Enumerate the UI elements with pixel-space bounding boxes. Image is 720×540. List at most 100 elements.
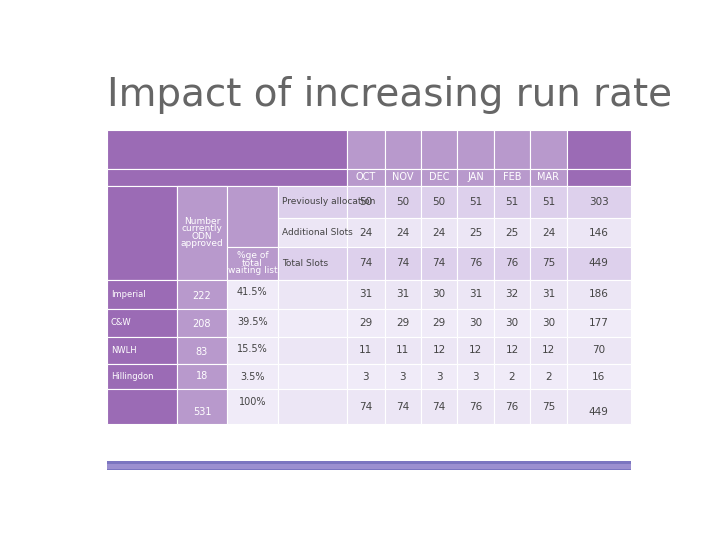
Text: 222: 222 (193, 291, 212, 301)
Bar (530, 389, 567, 424)
Bar (421, 364, 457, 389)
Text: 2: 2 (508, 372, 516, 382)
Bar (384, 247, 421, 280)
Text: 29: 29 (433, 318, 446, 328)
Text: 76: 76 (469, 402, 482, 411)
Bar (457, 130, 494, 168)
Bar (384, 336, 421, 365)
Text: total: total (242, 259, 263, 268)
Bar (277, 247, 347, 280)
Text: 3.5%: 3.5% (240, 372, 265, 382)
Bar (228, 336, 277, 365)
Text: 76: 76 (505, 259, 518, 268)
Text: 51: 51 (505, 197, 518, 207)
Bar (107, 464, 631, 469)
Text: 15.5%: 15.5% (237, 345, 268, 354)
Bar (421, 280, 457, 309)
Bar (177, 309, 228, 336)
Bar (421, 389, 457, 424)
Text: 303: 303 (589, 197, 608, 207)
Text: 75: 75 (541, 259, 555, 268)
Text: 31: 31 (396, 289, 410, 299)
Text: 146: 146 (589, 228, 608, 238)
Bar (457, 336, 494, 365)
Bar (177, 364, 228, 389)
Bar (107, 389, 177, 424)
Bar (347, 389, 384, 424)
Text: 24: 24 (541, 228, 555, 238)
Text: Previously allocation: Previously allocation (282, 197, 376, 206)
Text: 100%: 100% (238, 397, 266, 407)
Bar (384, 389, 421, 424)
Text: 51: 51 (541, 197, 555, 207)
Text: 25: 25 (505, 228, 518, 238)
Bar (567, 247, 631, 280)
Bar (457, 389, 494, 424)
Text: Number: Number (184, 217, 220, 226)
Text: ODN: ODN (192, 232, 212, 241)
Bar (567, 336, 631, 365)
Text: 24: 24 (433, 228, 446, 238)
Bar (277, 364, 347, 389)
Text: 50: 50 (433, 197, 446, 207)
Bar (567, 364, 631, 389)
Bar (421, 247, 457, 280)
Bar (177, 186, 228, 280)
Bar (347, 130, 384, 168)
Bar (228, 280, 277, 309)
Text: 3: 3 (436, 372, 443, 382)
Text: 30: 30 (542, 318, 555, 328)
Text: approved: approved (181, 239, 223, 248)
Text: %ge of: %ge of (237, 252, 268, 260)
Text: 32: 32 (505, 289, 518, 299)
Bar (277, 218, 347, 247)
Bar (421, 218, 457, 247)
Bar (177, 336, 228, 365)
Text: C&W: C&W (111, 318, 132, 327)
Text: 74: 74 (359, 259, 372, 268)
Text: NWLH: NWLH (111, 346, 137, 355)
Text: 75: 75 (541, 402, 555, 411)
Bar (177, 389, 228, 424)
Bar (494, 247, 530, 280)
Bar (567, 280, 631, 309)
Bar (421, 309, 457, 336)
Text: 74: 74 (396, 402, 410, 411)
Bar (567, 218, 631, 247)
Bar (347, 247, 384, 280)
Text: 11: 11 (359, 346, 372, 355)
Text: 24: 24 (359, 228, 372, 238)
Bar (347, 186, 384, 218)
Bar (494, 218, 530, 247)
Text: currently: currently (181, 225, 222, 233)
Text: 2: 2 (545, 372, 552, 382)
Bar (421, 168, 457, 186)
Bar (530, 280, 567, 309)
Bar (494, 309, 530, 336)
Text: 531: 531 (193, 407, 211, 417)
Bar (530, 186, 567, 218)
Bar (457, 364, 494, 389)
Bar (457, 309, 494, 336)
Bar (177, 186, 228, 280)
Text: 12: 12 (505, 346, 518, 355)
Text: Impact of increasing run rate: Impact of increasing run rate (107, 76, 672, 114)
Bar (347, 336, 384, 365)
Bar (421, 186, 457, 218)
Bar (277, 309, 347, 336)
Bar (107, 168, 347, 186)
Text: 449: 449 (589, 259, 608, 268)
Text: 11: 11 (396, 346, 410, 355)
Text: 25: 25 (469, 228, 482, 238)
Bar (277, 336, 347, 365)
Text: 31: 31 (359, 289, 372, 299)
Bar (107, 364, 177, 389)
Text: MAR: MAR (537, 172, 559, 182)
Bar (530, 130, 567, 168)
Bar (384, 364, 421, 389)
Bar (228, 186, 277, 247)
Bar (567, 130, 631, 168)
Bar (107, 309, 177, 336)
Text: 31: 31 (541, 289, 555, 299)
Bar (494, 364, 530, 389)
